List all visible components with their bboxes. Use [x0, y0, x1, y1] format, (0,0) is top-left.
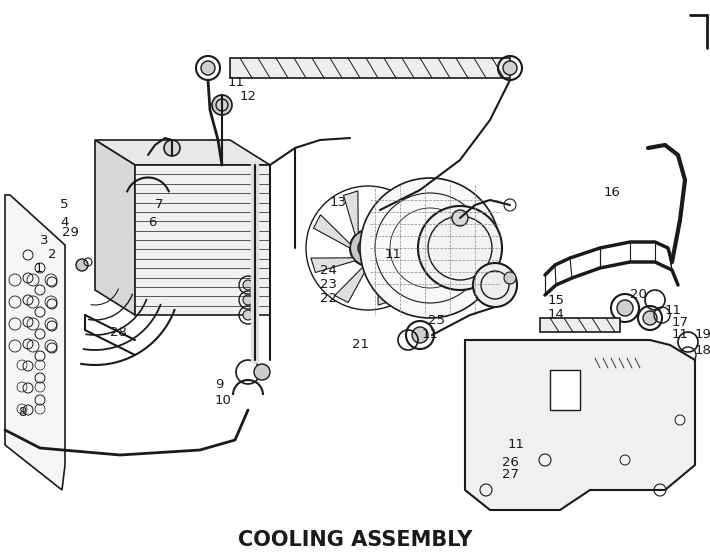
Circle shape — [254, 364, 270, 380]
Polygon shape — [5, 195, 65, 490]
Circle shape — [418, 206, 502, 290]
Polygon shape — [334, 266, 368, 302]
Text: 12: 12 — [240, 90, 257, 103]
Text: 10: 10 — [215, 393, 232, 406]
Text: 19: 19 — [695, 329, 710, 341]
Text: 5: 5 — [60, 199, 68, 211]
Circle shape — [212, 95, 232, 115]
Polygon shape — [368, 194, 401, 230]
Polygon shape — [95, 140, 270, 165]
Polygon shape — [311, 258, 355, 272]
Polygon shape — [465, 340, 695, 510]
Circle shape — [243, 280, 253, 290]
Circle shape — [243, 310, 253, 320]
Circle shape — [412, 327, 428, 343]
Text: 3: 3 — [40, 233, 48, 247]
Text: 16: 16 — [604, 185, 621, 199]
Text: 7: 7 — [155, 199, 163, 211]
Text: 6: 6 — [148, 215, 156, 228]
Text: 15: 15 — [548, 294, 565, 306]
Circle shape — [164, 140, 180, 156]
Text: 11: 11 — [385, 248, 402, 262]
Text: 11: 11 — [228, 75, 245, 89]
Circle shape — [76, 259, 88, 271]
Circle shape — [358, 238, 378, 258]
Circle shape — [243, 295, 253, 305]
Circle shape — [473, 263, 517, 307]
Text: 25: 25 — [428, 314, 445, 326]
Circle shape — [201, 61, 215, 75]
Text: 11: 11 — [508, 439, 525, 451]
Text: 20: 20 — [630, 288, 647, 301]
Polygon shape — [135, 165, 270, 315]
Text: 2: 2 — [48, 248, 57, 262]
Polygon shape — [540, 318, 620, 332]
Text: 4: 4 — [60, 215, 68, 228]
Circle shape — [350, 230, 386, 266]
Polygon shape — [344, 191, 359, 235]
Text: 11: 11 — [665, 304, 682, 316]
Text: 24: 24 — [320, 263, 337, 277]
Text: 28: 28 — [110, 326, 127, 339]
Text: 27: 27 — [502, 469, 519, 482]
Text: 14: 14 — [548, 309, 565, 321]
Polygon shape — [378, 261, 393, 305]
Polygon shape — [230, 58, 510, 78]
Polygon shape — [381, 224, 425, 238]
Text: 11: 11 — [422, 329, 439, 341]
Text: 26: 26 — [502, 455, 519, 469]
Text: 13: 13 — [330, 195, 347, 209]
Text: COOLING ASSEMBLY: COOLING ASSEMBLY — [238, 530, 472, 550]
Text: 8: 8 — [18, 406, 26, 418]
Polygon shape — [314, 215, 351, 248]
Circle shape — [643, 311, 657, 325]
Circle shape — [503, 61, 517, 75]
Text: 23: 23 — [320, 278, 337, 291]
Text: 29: 29 — [62, 225, 79, 238]
Circle shape — [504, 272, 516, 284]
Circle shape — [617, 300, 633, 316]
Polygon shape — [386, 248, 422, 281]
Text: 9: 9 — [215, 378, 224, 392]
Text: 1: 1 — [35, 262, 43, 275]
Polygon shape — [550, 370, 580, 410]
Text: 18: 18 — [695, 344, 710, 357]
Text: 22: 22 — [320, 291, 337, 305]
Circle shape — [360, 178, 500, 318]
Text: 21: 21 — [352, 339, 369, 352]
Text: 11: 11 — [672, 329, 689, 341]
Polygon shape — [95, 140, 135, 315]
Circle shape — [452, 210, 468, 226]
Text: 17: 17 — [672, 315, 689, 329]
